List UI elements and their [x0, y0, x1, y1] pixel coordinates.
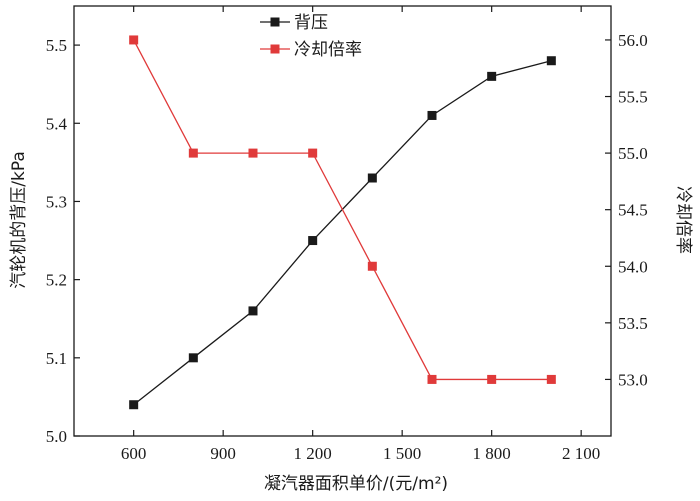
data-point-marker — [546, 56, 556, 66]
legend-label: 背压 — [294, 13, 328, 33]
left-y-tick-label: 5.5 — [46, 36, 67, 55]
series-2 — [129, 35, 556, 384]
plot-border — [73, 5, 612, 437]
right-y-tick-label: 55.0 — [618, 144, 648, 163]
x-tick-label: 900 — [210, 444, 236, 463]
data-point-marker — [308, 148, 318, 158]
right-y-tick-label: 54.0 — [618, 257, 648, 276]
data-point-marker — [487, 71, 497, 81]
x-axis-ticks: 600 900 1 200 1 500 1 800 2 100 — [121, 6, 600, 463]
x-tick-label: 1 200 — [294, 444, 332, 463]
right-y-axis-title: 冷却倍率 — [673, 186, 693, 254]
series-1 — [129, 56, 556, 410]
data-point-marker — [188, 148, 198, 158]
data-point-marker — [248, 148, 258, 158]
legend-label: 冷却倍率 — [294, 40, 362, 60]
x-tick-label: 2 100 — [562, 444, 600, 463]
legend-marker — [270, 17, 280, 27]
series-line — [133, 39, 552, 381]
right-y-tick-label: 53.5 — [618, 314, 648, 333]
x-tick-label: 600 — [121, 444, 147, 463]
right-y-tick-label: 53.0 — [618, 370, 648, 389]
legend-item: 背压 — [260, 13, 328, 33]
data-point-marker — [487, 374, 497, 384]
series-layer — [129, 35, 556, 410]
data-point-marker — [546, 374, 556, 384]
x-tick-label: 1 800 — [473, 444, 511, 463]
left-y-axis-ticks: 5.0 5.1 5.2 5.3 5.4 5.5 — [46, 36, 80, 446]
data-point-marker — [188, 353, 198, 363]
right-y-tick-label: 56.0 — [618, 31, 648, 50]
data-point-marker — [367, 261, 377, 271]
left-y-axis-title: 汽轮机的背压/kPa — [9, 151, 29, 288]
data-point-marker — [308, 236, 318, 246]
data-point-marker — [129, 400, 139, 410]
x-tick-label: 1 500 — [383, 444, 421, 463]
right-y-axis-ticks: 53.0 53.5 54.0 54.5 55.0 55.5 56.0 — [605, 31, 648, 389]
series-line — [133, 60, 552, 406]
left-y-tick-label: 5.2 — [46, 271, 67, 290]
left-y-tick-label: 5.3 — [46, 192, 67, 211]
left-y-tick-label: 5.4 — [46, 114, 68, 133]
legend-marker — [270, 44, 280, 54]
data-point-marker — [427, 374, 437, 384]
plot-frame — [73, 5, 612, 437]
right-y-tick-label: 54.5 — [618, 201, 648, 220]
left-y-tick-label: 5.0 — [46, 427, 67, 446]
data-point-marker — [129, 35, 139, 45]
legend-item: 冷却倍率 — [260, 40, 362, 60]
data-point-marker — [367, 173, 377, 183]
right-y-tick-label: 55.5 — [618, 88, 648, 107]
data-point-marker — [248, 306, 258, 316]
left-y-tick-label: 5.1 — [46, 349, 67, 368]
x-axis-title: 凝汽器面积单价/(元/m²) — [264, 474, 448, 494]
data-point-marker — [427, 110, 437, 120]
